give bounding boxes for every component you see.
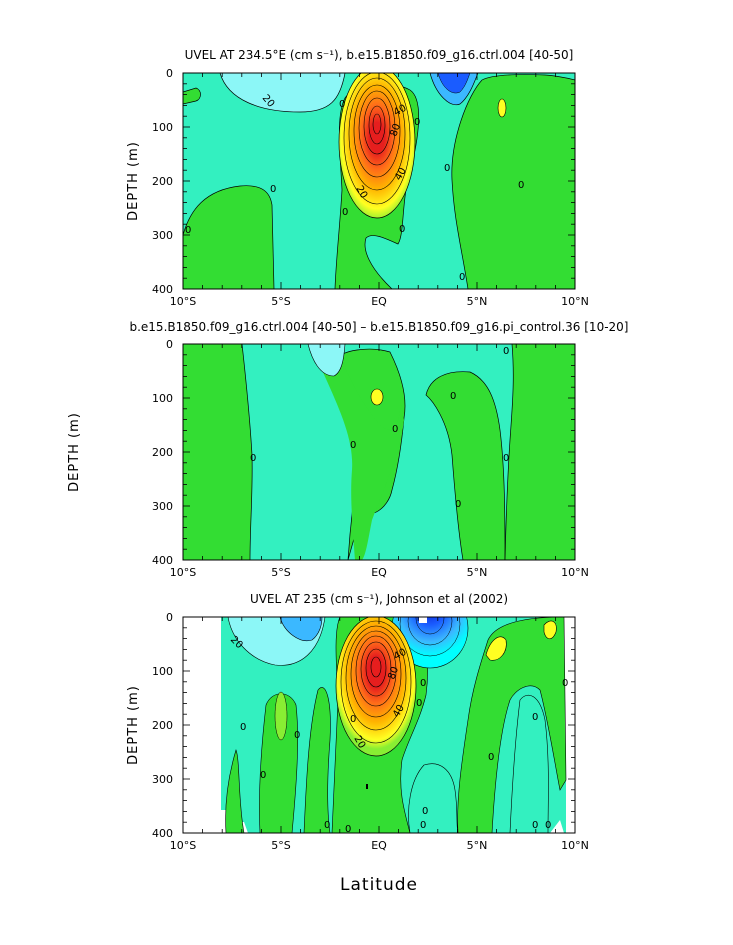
contour-label: 0: [414, 117, 420, 128]
contour-label: 0: [416, 698, 422, 709]
panel-difference: b.e15.B1850.f09_g16.ctrl.004 [40-50] – b…: [67, 320, 629, 579]
contour-label: 0: [260, 770, 266, 781]
x-tick-label: 10°S: [170, 839, 196, 852]
contour-label: 0: [444, 163, 450, 174]
contour-label: 80: [386, 665, 401, 681]
contour-label: 0: [455, 499, 461, 510]
contour-label: 0: [420, 678, 426, 689]
x-tick-label: 5°S: [271, 295, 290, 308]
contour-label: 0: [294, 730, 300, 741]
x-tick-label: 10°S: [170, 566, 196, 579]
contour-label: 0: [339, 99, 345, 110]
contour-label: 0: [350, 714, 356, 725]
contour-label: 0: [324, 820, 330, 831]
axis-ticks: 10°S 5°S EQ 5°N 10°N 0 100 200 300 400: [152, 67, 589, 308]
contour-label: 0: [185, 225, 191, 236]
y-tick-label: 400: [152, 283, 173, 296]
y-tick-label: 0: [166, 67, 173, 80]
contour-label: 0: [518, 180, 524, 191]
contour-field: 20 0 0 0 0 0 0 0 40 40 80 20 0 0: [183, 73, 575, 289]
contour-labels: 0 0 0 0 0 0 0: [250, 346, 509, 510]
panel-title: b.e15.B1850.f09_g16.ctrl.004 [40-50] – b…: [129, 320, 628, 334]
contour-label: 0: [532, 712, 538, 723]
contour-label: 0: [420, 820, 426, 831]
x-tick-label: EQ: [371, 566, 387, 579]
y-tick-label: 400: [152, 827, 173, 840]
contour-label: 0: [450, 391, 456, 402]
panel-title: UVEL AT 234.5°E (cm s⁻¹), b.e15.B1850.f0…: [185, 48, 574, 62]
contour-label: 0: [345, 824, 351, 835]
y-tick-label: 100: [152, 392, 173, 405]
panel-observed-uvel: UVEL AT 235 (cm s⁻¹), Johnson et al (200…: [126, 592, 589, 852]
y-axis-title: DEPTH (m): [126, 141, 141, 221]
contour-label: 0: [270, 184, 276, 195]
contour-labels: 20 0 0 0 0 0 0 0 40 40 80 20 0 0 0 0 0 0…: [228, 634, 568, 835]
contour-label: 0: [422, 806, 428, 817]
contour-label: 0: [503, 346, 509, 357]
contour-label: 0: [240, 722, 246, 733]
x-tick-label: EQ: [371, 295, 387, 308]
axis-ticks: 10°S 5°S EQ 5°N 10°N 0 100 200 300 400: [152, 611, 589, 852]
y-tick-label: 200: [152, 719, 173, 732]
y-tick-label: 300: [152, 500, 173, 513]
y-tick-label: 300: [152, 773, 173, 786]
x-tick-label: EQ: [371, 839, 387, 852]
contour-label: 0: [545, 820, 551, 831]
axis-ticks: 10°S 5°S EQ 5°N 10°N 0 100 200 300 400: [152, 338, 589, 579]
x-tick-label: 5°N: [467, 566, 488, 579]
x-tick-label: 10°N: [561, 566, 589, 579]
x-tick-label: 5°S: [271, 839, 290, 852]
panel-model-uvel: UVEL AT 234.5°E (cm s⁻¹), b.e15.B1850.f0…: [126, 48, 589, 308]
x-tick-label: 5°N: [467, 839, 488, 852]
y-axis-title: DEPTH (m): [67, 412, 82, 492]
contour-label: 0: [350, 440, 356, 451]
y-tick-label: 200: [152, 446, 173, 459]
y-tick-label: 400: [152, 554, 173, 567]
contour-field: 20 0 0 0 0 0 0 0 40 40 80 20 0 0 0 0 0 0…: [183, 617, 575, 835]
x-tick-label: 10°S: [170, 295, 196, 308]
x-axis-title: Latitude: [340, 875, 418, 895]
y-tick-label: 200: [152, 175, 173, 188]
x-tick-label: 5°N: [467, 295, 488, 308]
contour-label: 0: [342, 207, 348, 218]
y-tick-label: 300: [152, 229, 173, 242]
contour-label: 0: [532, 820, 538, 831]
contour-label: 0: [459, 272, 465, 283]
y-tick-label: 0: [166, 611, 173, 624]
contour-field: 0 0 0 0 0 0 0: [183, 344, 575, 560]
contour-label: 0: [488, 752, 494, 763]
contour-label: 80: [388, 122, 403, 138]
x-tick-label: 5°S: [271, 566, 290, 579]
y-tick-label: 100: [152, 665, 173, 678]
x-tick-label: 10°N: [561, 295, 589, 308]
contour-label: 0: [399, 224, 405, 235]
x-tick-label: 10°N: [561, 839, 589, 852]
contour-label: 0: [562, 678, 568, 689]
contour-label: 0: [392, 424, 398, 435]
y-tick-label: 100: [152, 121, 173, 134]
y-tick-label: 0: [166, 338, 173, 351]
y-axis-title: DEPTH (m): [126, 685, 141, 765]
contour-label: 0: [503, 453, 509, 464]
contour-label: 0: [250, 453, 256, 464]
panel-title: UVEL AT 235 (cm s⁻¹), Johnson et al (200…: [250, 592, 508, 606]
